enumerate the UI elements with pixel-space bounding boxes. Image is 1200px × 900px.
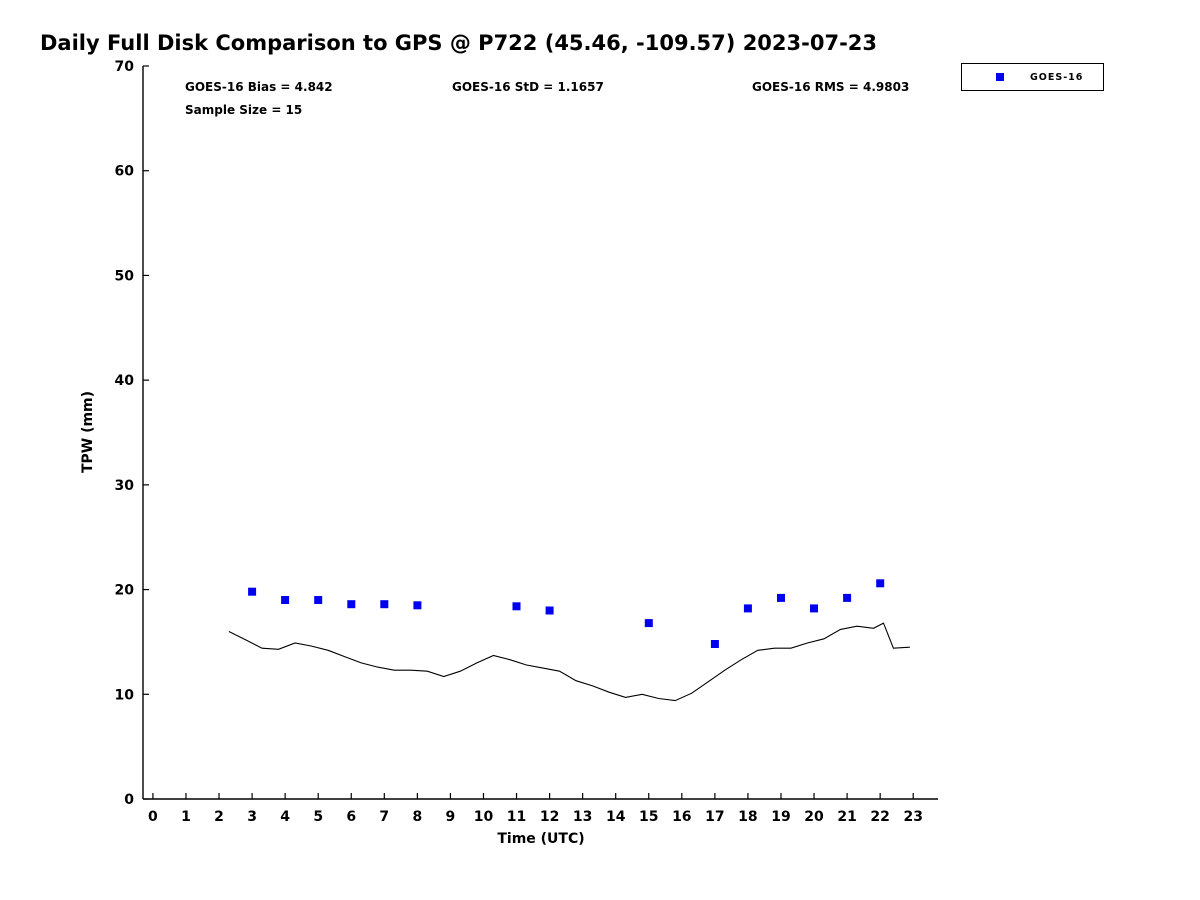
y-tick-label: 0 bbox=[124, 792, 134, 808]
y-tick-label: 30 bbox=[115, 478, 135, 494]
x-tick-label: 4 bbox=[280, 809, 290, 825]
y-tick-label: 20 bbox=[115, 583, 135, 599]
x-tick-label: 6 bbox=[346, 809, 356, 825]
y-tick-label: 70 bbox=[115, 59, 135, 75]
marker-goes-16 bbox=[314, 596, 323, 604]
x-tick-label: 20 bbox=[804, 809, 824, 825]
annotation-bias: GOES-16 Bias = 4.842 bbox=[185, 80, 333, 94]
x-tick-label: 13 bbox=[573, 809, 592, 825]
marker-goes-16 bbox=[644, 619, 653, 628]
x-axis-label: Time (UTC) bbox=[497, 831, 585, 847]
annotation-rms: GOES-16 RMS = 4.9803 bbox=[752, 80, 910, 94]
x-tick-label: 22 bbox=[870, 809, 889, 825]
x-tick-label: 14 bbox=[606, 809, 626, 825]
x-tick-label: 16 bbox=[672, 809, 691, 825]
series-line-gps bbox=[228, 622, 910, 702]
annotation-sample-size: Sample Size = 15 bbox=[185, 103, 303, 117]
marker-goes-16 bbox=[876, 579, 885, 588]
x-tick-label: 2 bbox=[214, 809, 224, 825]
x-tick-label: 0 bbox=[148, 809, 158, 825]
chart-title: Daily Full Disk Comparison to GPS @ P722… bbox=[40, 31, 878, 55]
x-tick-label: 8 bbox=[412, 809, 422, 825]
y-tick-label: 40 bbox=[115, 373, 135, 389]
legend-label-goes16: GOES-16 bbox=[1030, 71, 1084, 83]
x-tick-label: 1 bbox=[181, 809, 191, 825]
marker-goes-16 bbox=[777, 593, 785, 602]
x-tick-label: 7 bbox=[379, 809, 389, 825]
x-tick-label: 3 bbox=[247, 809, 257, 825]
marker-goes-16 bbox=[843, 593, 852, 602]
x-tick-label: 18 bbox=[738, 809, 757, 825]
x-tick-label: 9 bbox=[446, 809, 456, 825]
x-tick-label: 11 bbox=[507, 809, 526, 825]
marker-goes-16 bbox=[380, 600, 389, 609]
x-tick-label: 5 bbox=[313, 809, 323, 825]
y-tick-label: 10 bbox=[115, 687, 135, 703]
marker-goes-16 bbox=[413, 601, 422, 610]
marker-goes-16 bbox=[545, 606, 554, 615]
y-tick-label: 50 bbox=[115, 268, 135, 284]
marker-goes-16 bbox=[347, 600, 356, 609]
x-tick-label: 12 bbox=[540, 809, 559, 825]
x-tick-label: 17 bbox=[705, 809, 724, 825]
marker-goes-16 bbox=[810, 604, 818, 613]
marker-goes-16 bbox=[248, 587, 257, 596]
x-tick-label: 21 bbox=[837, 809, 856, 825]
x-tick-label: 10 bbox=[474, 809, 494, 825]
y-tick-label: 60 bbox=[115, 164, 135, 180]
x-tick-label: 19 bbox=[771, 809, 790, 825]
marker-goes-16 bbox=[281, 596, 290, 604]
legend: GOES-16 bbox=[961, 63, 1104, 91]
legend-marker-goes16 bbox=[996, 73, 1004, 81]
marker-goes-16 bbox=[743, 604, 752, 613]
annotation-std: GOES-16 StD = 1.1657 bbox=[452, 80, 604, 94]
marker-goes-16 bbox=[512, 602, 521, 611]
x-tick-label: 23 bbox=[903, 809, 922, 825]
x-tick-label: 15 bbox=[639, 809, 658, 825]
marker-goes-16 bbox=[710, 640, 719, 648]
